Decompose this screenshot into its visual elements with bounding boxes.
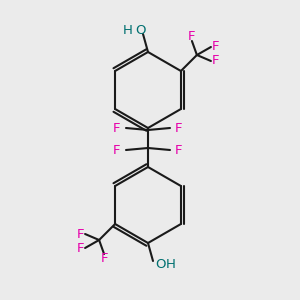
Text: F: F bbox=[212, 55, 220, 68]
Text: F: F bbox=[113, 143, 121, 157]
Text: F: F bbox=[76, 242, 84, 254]
Text: F: F bbox=[113, 122, 121, 134]
Text: F: F bbox=[175, 143, 183, 157]
Text: O: O bbox=[155, 257, 166, 271]
Text: F: F bbox=[212, 40, 220, 53]
Text: F: F bbox=[76, 227, 84, 241]
Text: O: O bbox=[136, 25, 146, 38]
Text: H: H bbox=[123, 25, 133, 38]
Text: F: F bbox=[100, 253, 108, 266]
Text: H: H bbox=[166, 257, 176, 271]
Text: F: F bbox=[175, 122, 183, 134]
Text: F: F bbox=[188, 29, 196, 43]
